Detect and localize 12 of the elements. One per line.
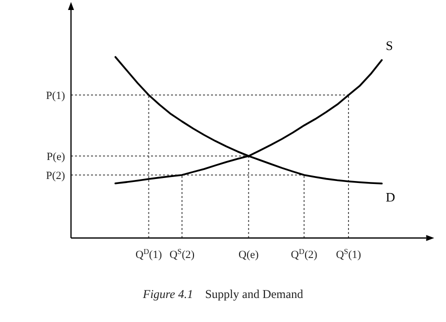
x-tick-label: Q$^{S}$(2): [169, 246, 195, 261]
ref-line-label: P(1): [46, 90, 66, 102]
x-tick-label: Q(e): [238, 249, 260, 261]
ref-line-label: P(2): [46, 170, 66, 182]
text: Figure 4.1: [142, 287, 194, 301]
text: Supply and Demand: [205, 287, 304, 301]
x-tick-label: Q$^{D}$(1): [136, 246, 162, 261]
series-label: D: [386, 190, 396, 205]
x-tick-label: Q$^{S}$(1): [336, 246, 362, 261]
series-label: S: [386, 38, 394, 54]
x-tick-label: Q$^{D}$(2): [290, 246, 318, 261]
ref-line-label: P(e): [46, 151, 66, 164]
